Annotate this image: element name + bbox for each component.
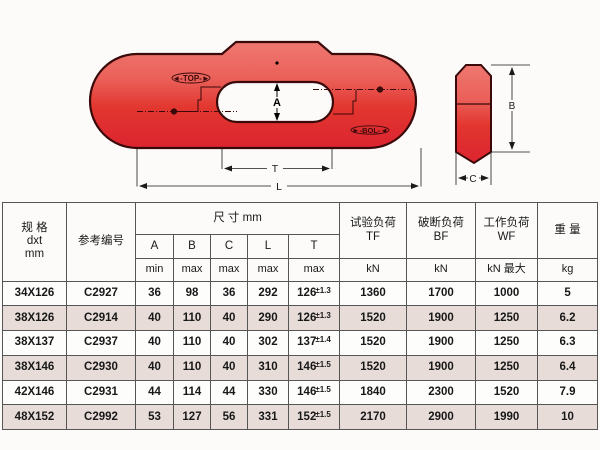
svg-text:T: T <box>272 163 279 175</box>
svg-text:►-BOL-◄: ►-BOL-◄ <box>352 126 388 135</box>
svg-text:C: C <box>469 174 476 185</box>
svg-text:◄-TOP-►: ◄-TOP-► <box>172 74 209 83</box>
svg-text:A: A <box>273 97 281 109</box>
svg-text:B: B <box>509 101 516 112</box>
svg-text:L: L <box>276 181 282 193</box>
